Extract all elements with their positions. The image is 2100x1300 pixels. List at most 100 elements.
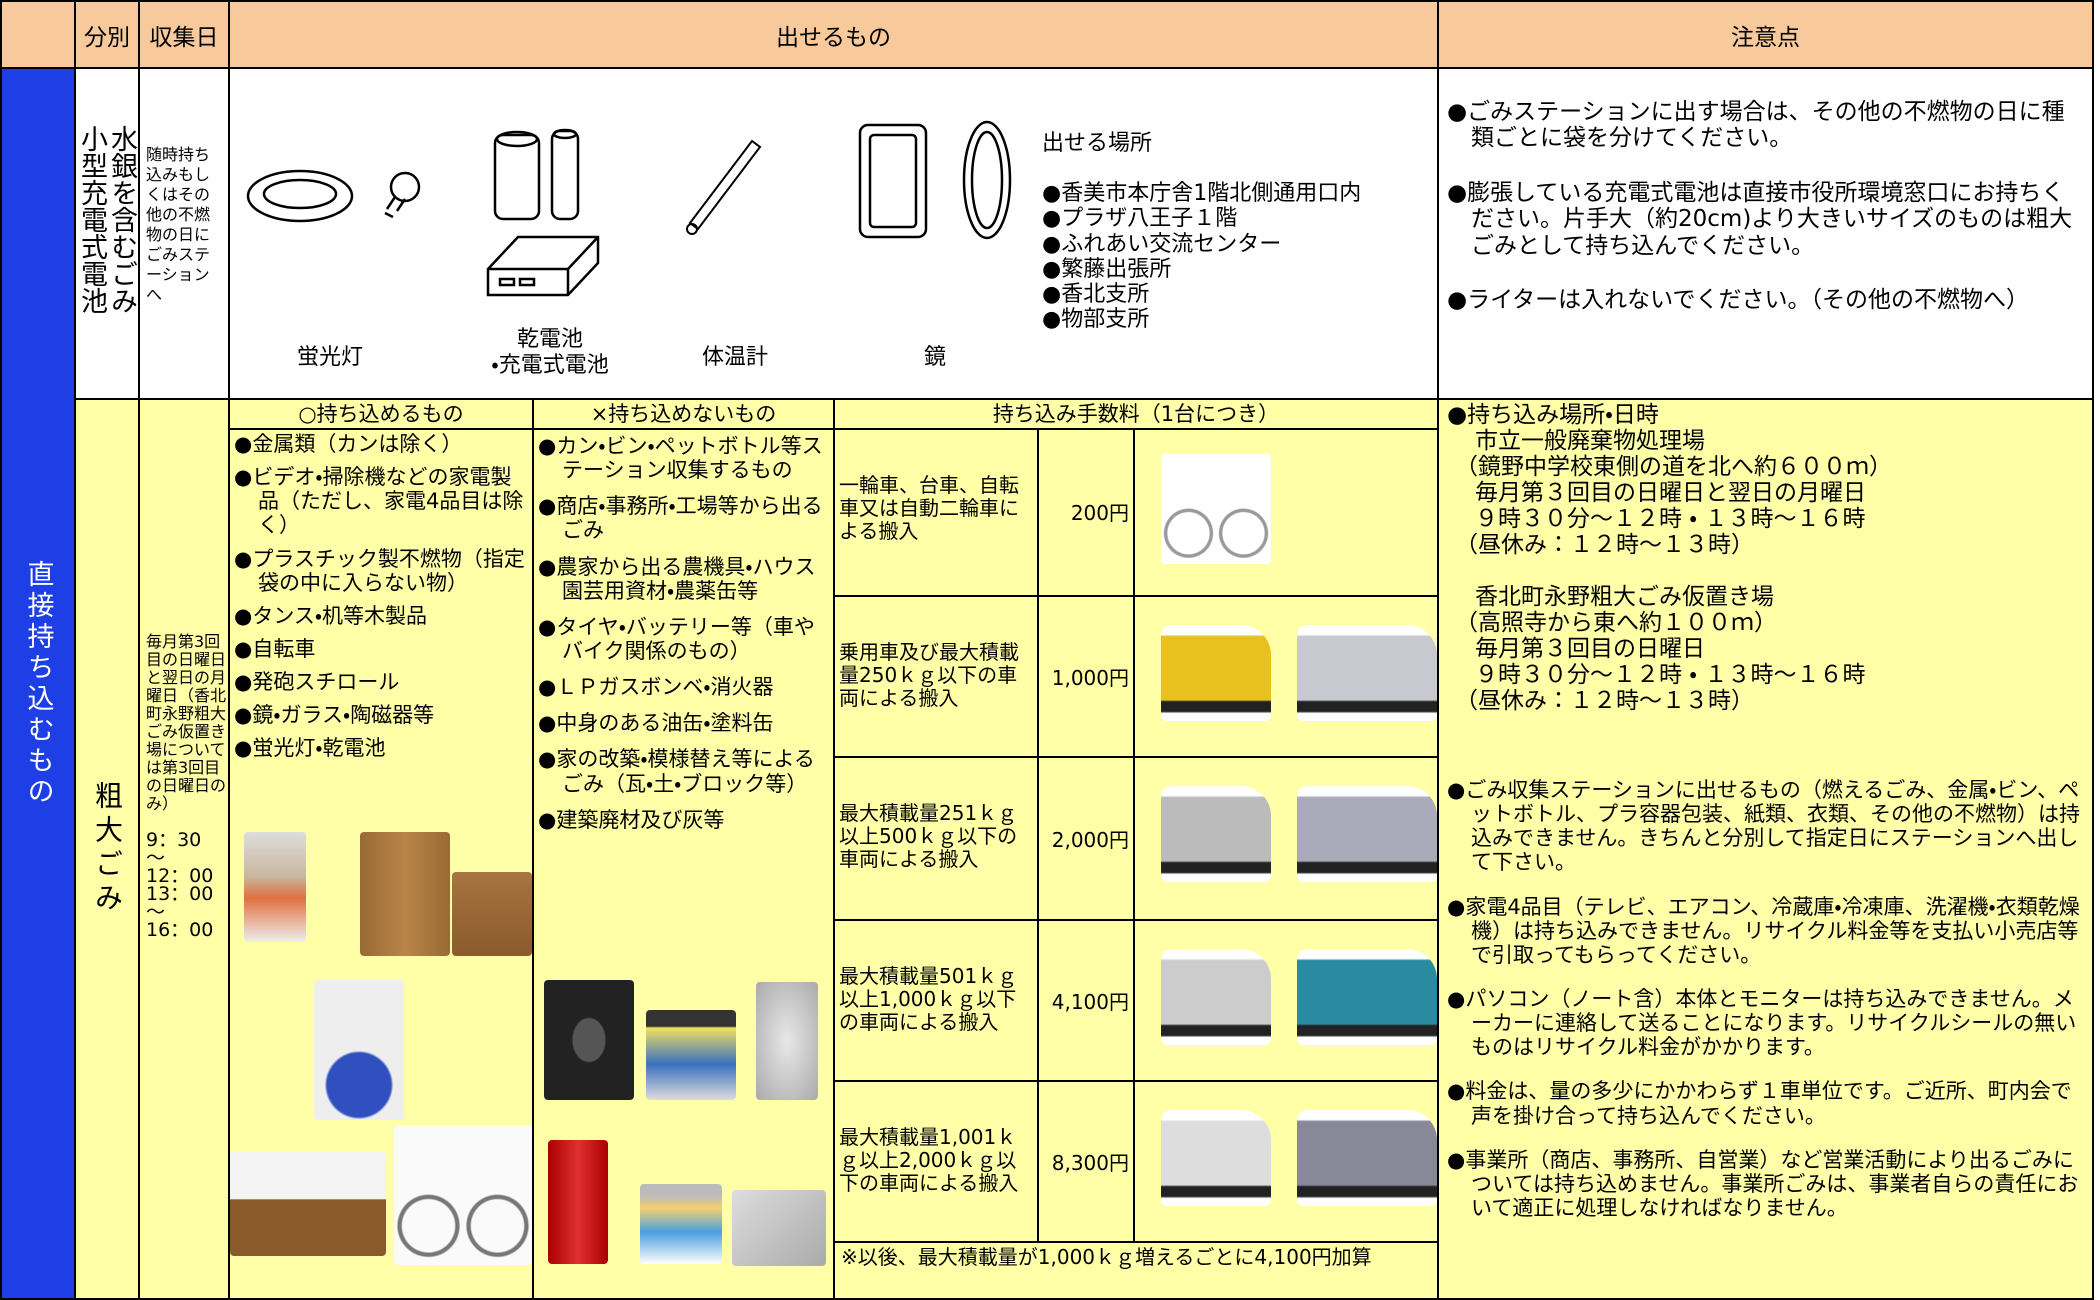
fee-vehicle: 最大積載量501ｋｇ以上1,000ｋｇ以下の車両による搬入 [839,964,1018,1034]
list-item: ●繁藤出張所 [1042,256,1172,282]
site-line: （昼休み：１２時～１３時） [1455,688,1754,714]
site-line: 香北町永野粗大ごみ仮置き場 [1475,584,1774,610]
header-cell [0,0,76,69]
list-item: 12：00 [146,865,214,887]
site-line: （昼休み：１２時～１３時） [1455,532,1754,558]
allowed-list: ●金属類（カンは除く） ●ビデオ・掃除機などの家電製品（ただし、家電4品目は除く）… [230,430,532,772]
photo-block [732,1190,826,1266]
fee-vehicle: 最大積載量251ｋｇ以上500ｋｇ以下の車両による搬入 [839,801,1018,871]
times: 9：30 ～ 12：00 13：00 ～ 16：00 [146,829,226,941]
photo-battery [646,1010,736,1100]
allowed-title: ○持ち込めるもの [230,400,532,430]
list-item: ●香美市本庁舎1階北側通用口内 [1042,181,1362,206]
header-date: 収集日 [138,0,230,69]
photo-vehicle [1161,949,1271,1045]
notes-cell: ●持ち込み場所・日時 市立一般廃棄物処理場 （鏡野中学校東側の道を北へ約６００ｍ）毎… [1437,398,2094,1300]
list-item: ●蛍光灯・乾電池 [234,736,386,761]
list-item: ●ビデオ・掃除機などの家電製品（ただし、家電4品目は除く） [234,465,524,538]
photo-vehicle [1297,1110,1437,1206]
photo-vacuum [314,980,404,1120]
fee-amount: 2,000円 [1037,758,1135,921]
icon-batteries [486,128,600,297]
photo-tire [544,980,634,1100]
item-label: 鏡 [923,345,946,370]
photo-wardrobe [360,832,450,956]
photo-extinguisher [548,1140,608,1264]
not-allowed-list: ●カン・ビン・ペットボトル等ステーション収集するもの ●商店・事務所・工場等から出… [534,430,833,848]
places-title: 出せる場所 [1042,131,1153,156]
list-item: ●金属類（カンは除く） [234,432,463,456]
item-label: 乾電池 ・充電式電池 [491,327,609,378]
header-notes: 注意点 [1437,0,2094,69]
category-cell: 粗大ごみ [74,398,140,1300]
icon-mirror [858,120,1012,240]
not-allowed-title: ×持ち込めないもの [534,400,833,430]
list-item: ～ [146,901,166,923]
list-item: ●香北支所 [1042,282,1150,308]
photo-vehicle [1161,625,1271,721]
photo-gas [756,982,818,1100]
photo-vehicle [1297,786,1437,882]
site-info: ●持ち込み場所・日時 市立一般廃棄物処理場 （鏡野中学校東側の道を北へ約６００ｍ）毎… [1447,402,2080,714]
list-item: ●ふれあい交流センター [1042,231,1282,257]
fee-title: 持ち込み手数料（1台につき） [835,400,1437,430]
item-icons [246,120,1012,297]
list-item: ●料金は、量の多少にかかわらず１車単位です。ご近所、町内会で声を掛け合って持ち込… [1447,1079,2072,1128]
site-line: ９時３０分～１２時 ・ １３時～１６時 [1475,662,1866,688]
allowed-cell: ○持ち込めるもの ●金属類（カンは除く） ●ビデオ・掃除機などの家電製品（ただし、… [228,398,534,1300]
list-item: 9：30 [146,829,202,851]
photo-vehicle [1297,625,1437,721]
notes-cell: ●ごみステーションに出す場合は、その他の不燃物の日に種類ごとに袋を分けてください… [1437,67,2094,400]
list-item: ●家電4品目（テレビ、エアコン、冷蔵庫・冷凍庫、洗濯機・衣類乾燥機）は持ち込みで… [1447,894,2080,967]
list-item: ●中身のある油缶・塗料缶 [538,711,774,736]
list-item: ●農家から出る農機具・ハウス園芸用資材・農薬缶等 [538,554,816,603]
fee-amount: 8,300円 [1037,1082,1135,1243]
photo-chest [452,872,532,956]
fee-row: 最大積載量251ｋｇ以上500ｋｇ以下の車両による搬入 2,000円 [835,756,1437,921]
items-cell: 蛍光灯 乾電池 ・充電式電池 体温計 鏡 出せる場所 ●香美市本庁舎1階北側通用… [228,67,1439,400]
list-item: 16：00 [146,919,214,941]
fee-cell: 持ち込み手数料（1台につき） 一輪車、台車、自転車又は自動二輪車による搬入 200… [833,398,1439,1300]
list-item: ●パソコン（ノート含）本体とモニターは持ち込みできません。メーカーに連絡して送る… [1447,986,2077,1060]
list-item: ●自転車 [234,636,316,661]
side-label: 直接持ち込むもの [22,559,54,808]
site-line: 毎月第３回目の日曜日 [1475,636,1705,662]
photo-paint [640,1184,722,1264]
list-item: ●事業所（商店、事務所、自営業）など営業活動により出るごみについては持ち込めませ… [1447,1147,2079,1220]
list-item: ●ＬＰガスボンベ・消火器 [538,675,774,700]
site-line: 市立一般廃棄物処理場 [1475,428,1705,454]
fee-vehicle: 一輪車、台車、自転車又は自動二輪車による搬入 [839,473,1019,543]
schedule-text: 毎月第3回目の日曜日と翌日の月曜日（香北町永野粗大ごみ仮置き場については第3回目… [146,632,227,813]
site-line: （高照寺から東へ約１００ｍ） [1455,610,1777,636]
schedule-cell: 毎月第3回目の日曜日と翌日の月曜日（香北町永野粗大ごみ仮置き場については第3回目… [138,398,230,1300]
collection-text: 随時持ち込みもしくはその他の不燃物の日にごみステーションへ [146,145,211,304]
list-item: ●タイヤ・バッテリー等（車やバイク関係のもの） [538,614,815,663]
fee-amount: 4,100円 [1037,921,1135,1082]
fee-amount: 1,000円 [1037,597,1135,758]
category-text: 粗大ごみ [91,781,124,917]
list-item: ●ごみステーションに出す場合は、その他の不燃物の日に種類ごとに袋を分けてください… [1447,99,2065,152]
photo-bicycle [1161,454,1271,564]
list-item: ●ごみ収集ステーションに出せるもの（燃えるごみ、金属・ビン、ペットボトル、プラ容… [1447,778,2080,875]
category-text: 水銀を含むごみ [106,125,137,314]
fee-amount: 200円 [1037,430,1135,595]
side-cell: 直接持ち込むもの [0,67,76,1300]
header-category: 分別 [74,0,140,69]
site-line: （鏡野中学校東側の道を北へ約６００ｍ） [1455,454,1892,480]
fee-row: 乗用車及び最大積載量250ｋｇ以下の車両による搬入 1,000円 [835,595,1437,758]
category-text: 小型充電式電池 [76,125,107,314]
list-item: ●鏡・ガラス・陶磁器等 [234,703,435,728]
notes-list: ●ごみ収集ステーションに出せるもの（燃えるごみ、金属・ビン、ペットボトル、プラ容… [1447,778,2080,1220]
photo-bed [230,1152,386,1256]
fee-row: 一輪車、台車、自転車又は自動二輪車による搬入 200円 [835,430,1437,595]
photo-vehicle [1297,949,1437,1045]
list-item: ●タンス・机等木製品 [234,603,428,628]
list-item: ●物部支所 [1042,307,1150,333]
icon-fluorescent [246,169,421,223]
site-line: ９時３０分～１２時 ・ １３時～１６時 [1475,506,1866,532]
fee-vehicle: 最大積載量1,001ｋｇ以上2,000ｋｇ以下の車両による搬入 [839,1125,1019,1195]
places-list: ●香美市本庁舎1階北側通用口内 ●プラザ八王子１階 ●ふれあい交流センター ●繁藤出張… [1042,181,1361,333]
header-items: 出せるもの [228,0,1439,69]
